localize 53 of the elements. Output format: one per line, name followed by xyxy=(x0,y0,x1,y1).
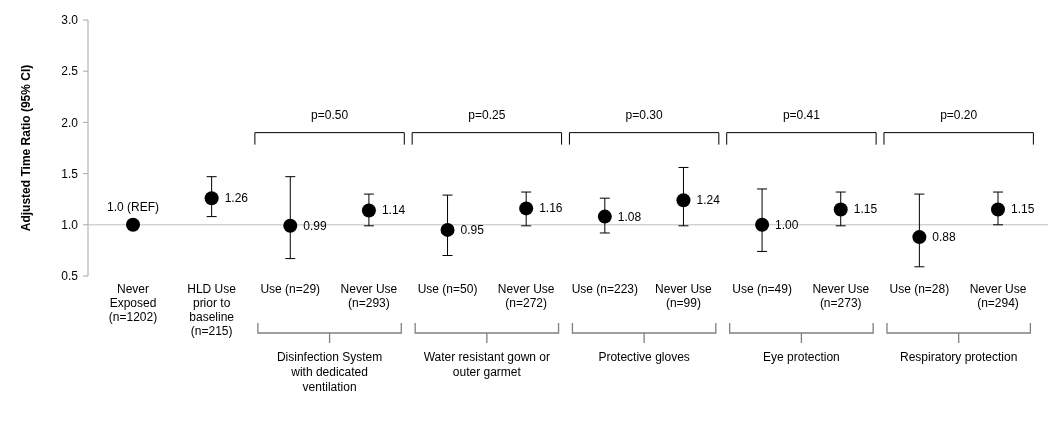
data-label: 1.08 xyxy=(617,209,642,224)
x-tick-label: Use (n=50) xyxy=(417,282,478,296)
x-tick-label: Never Use (n=273) xyxy=(812,282,870,310)
point xyxy=(676,193,691,208)
annotation: p=0.30 xyxy=(625,107,663,122)
point xyxy=(204,191,219,206)
x-tick-label: HLD Use prior to baseline (n=215) xyxy=(187,282,237,338)
x-tick-label: Use (n=28) xyxy=(889,282,950,296)
annotation: p=0.20 xyxy=(940,107,978,122)
point xyxy=(361,203,376,218)
x-tick-label: Use (n=223) xyxy=(571,282,639,296)
data-label: 1.15 xyxy=(853,202,878,217)
point xyxy=(283,218,298,233)
annotation: p=0.50 xyxy=(311,107,349,122)
annotation: p=0.25 xyxy=(468,107,506,122)
data-label: 0.95 xyxy=(460,222,485,237)
point xyxy=(755,217,770,232)
text: Respiratory protection xyxy=(899,350,1018,364)
data-label: 1.00 xyxy=(775,217,799,232)
point xyxy=(833,202,848,217)
point xyxy=(991,202,1005,217)
point xyxy=(126,217,140,232)
point xyxy=(912,230,927,245)
x-tick-label: Never Use (n=293) xyxy=(340,282,398,310)
y-tick-label: 0.5 xyxy=(61,269,79,284)
x-tick-label: Never Exposed (n=1202) xyxy=(108,282,158,324)
y-axis-title: Adjusted Time Ratio (95% CI) xyxy=(19,64,33,232)
data-label: 0.88 xyxy=(932,230,957,245)
text: Protective gloves xyxy=(598,350,690,364)
x-tick-label: Never Use (n=294) xyxy=(969,282,1027,310)
data-label: 1.14 xyxy=(381,203,406,218)
text: Water resistant gown or outer garmet xyxy=(423,350,550,379)
x-tick-label: Never Use (n=272) xyxy=(497,282,555,310)
point xyxy=(519,201,534,216)
text: Disinfection System with dedicated ventilation xyxy=(276,350,383,394)
annotation: p=0.41 xyxy=(782,107,821,122)
data-label: 1.0 (REF) xyxy=(106,199,160,214)
y-tick-label: 2.0 xyxy=(61,115,79,130)
x-tick-label: Use (n=29) xyxy=(260,282,321,296)
y-tick-label: 1.5 xyxy=(61,166,79,181)
data-label: 1.15 xyxy=(1011,202,1035,217)
text: Eye protection xyxy=(763,350,840,364)
data-label: 0.99 xyxy=(303,218,327,233)
data-label: 1.26 xyxy=(224,191,249,206)
y-tick-label: 3.0 xyxy=(61,13,79,28)
point xyxy=(597,209,612,224)
data-label: 1.16 xyxy=(539,201,563,216)
point xyxy=(440,222,455,237)
y-tick-label: 2.5 xyxy=(61,64,79,79)
x-tick-label: Never Use (n=99) xyxy=(655,282,713,310)
x-tick-label: Use (n=49) xyxy=(732,282,792,296)
data-label: 1.24 xyxy=(696,193,721,208)
y-tick-label: 1.0 xyxy=(61,218,79,232)
